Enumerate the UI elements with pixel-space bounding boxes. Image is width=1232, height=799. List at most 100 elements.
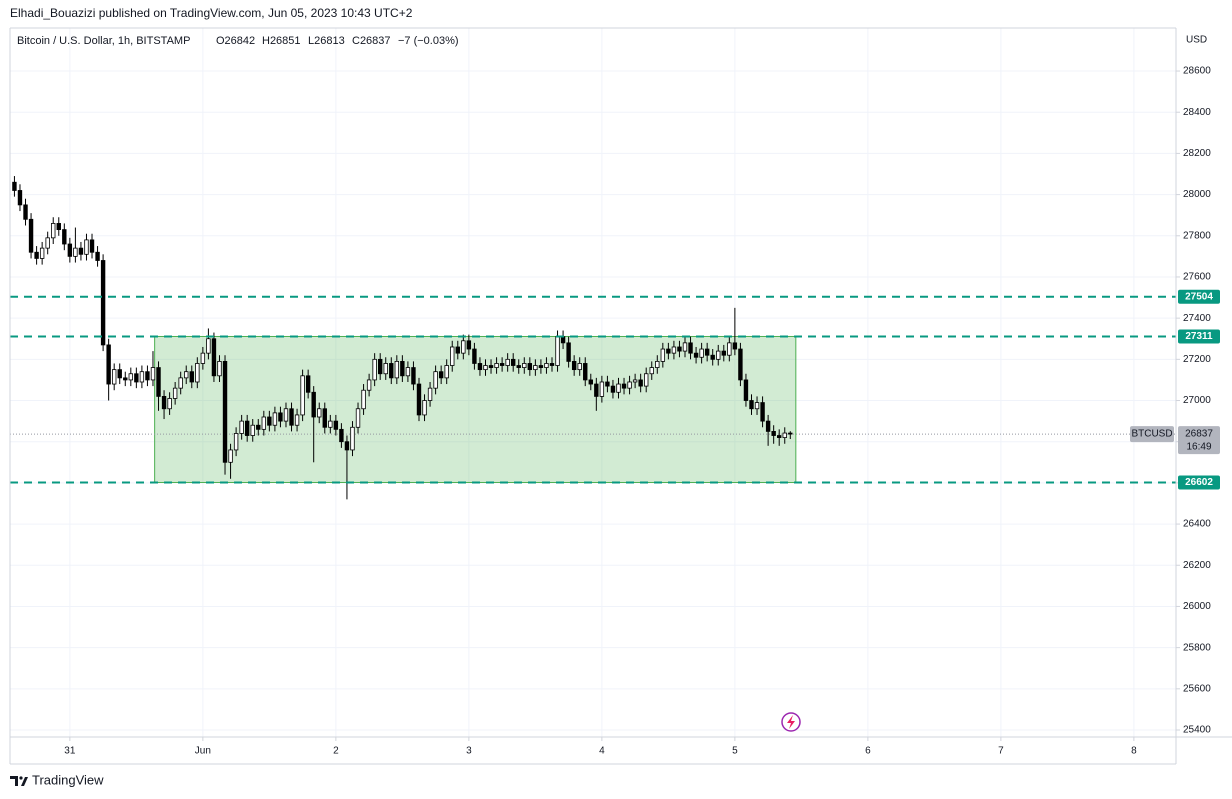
candle-body bbox=[544, 363, 549, 368]
x-tick-label: 31 bbox=[64, 746, 76, 757]
candle-body bbox=[455, 346, 460, 354]
legend-low: L26813 bbox=[308, 35, 345, 47]
candle-body bbox=[400, 360, 405, 377]
y-tick-label: 28000 bbox=[1183, 189, 1211, 200]
candle-body bbox=[782, 432, 787, 438]
candle-body bbox=[51, 223, 56, 239]
candle-body bbox=[172, 387, 178, 399]
x-tick-label: 7 bbox=[998, 746, 1004, 757]
x-tick-label: 6 bbox=[865, 746, 871, 757]
candle-body bbox=[372, 358, 377, 381]
price-tag-label: 26837 bbox=[1185, 429, 1213, 440]
alert-icon[interactable] bbox=[781, 712, 801, 732]
currency-label: USD bbox=[1186, 35, 1207, 46]
candle-body bbox=[560, 336, 566, 344]
candle-body bbox=[250, 424, 255, 436]
candle-body bbox=[244, 420, 250, 436]
plot bbox=[10, 176, 1176, 500]
candle-body bbox=[499, 363, 505, 366]
candle-body bbox=[45, 237, 50, 249]
candle-body bbox=[671, 346, 677, 354]
candle-body bbox=[311, 391, 316, 418]
y-tick-label: 25400 bbox=[1183, 725, 1211, 736]
tradingview-logo[interactable]: TradingView bbox=[10, 772, 104, 787]
candle-body bbox=[599, 381, 605, 397]
candle-body bbox=[256, 424, 261, 430]
candle-body bbox=[84, 239, 89, 255]
candle-body bbox=[328, 420, 333, 428]
candle-body bbox=[732, 342, 738, 350]
candle-body bbox=[583, 363, 588, 381]
candle-body bbox=[571, 360, 577, 371]
candle-body bbox=[549, 363, 555, 366]
candle-body bbox=[333, 420, 339, 430]
candle-body bbox=[145, 371, 150, 381]
candle-body bbox=[527, 363, 533, 371]
legend-change: −7 (−0.03%) bbox=[398, 35, 459, 47]
candle-body bbox=[472, 348, 477, 364]
candle-body bbox=[39, 247, 45, 259]
level-tag bbox=[1178, 289, 1220, 304]
candle-body bbox=[433, 371, 438, 389]
candle-body bbox=[283, 408, 289, 422]
legend-high: H26851 bbox=[262, 35, 301, 47]
candle-body bbox=[494, 363, 499, 368]
y-tick-label: 27800 bbox=[1183, 230, 1211, 241]
candle-body bbox=[605, 381, 610, 387]
candle-body bbox=[161, 395, 167, 410]
candle-body bbox=[134, 373, 139, 383]
candle-body bbox=[616, 383, 621, 393]
candle-body bbox=[23, 204, 28, 220]
candle-body bbox=[405, 367, 411, 377]
candle-body bbox=[488, 365, 494, 368]
candle-body bbox=[743, 379, 749, 401]
candle-body bbox=[34, 251, 39, 259]
level-tag-label: 26602 bbox=[1185, 477, 1213, 488]
candle-body bbox=[78, 247, 84, 255]
y-tick-label: 26000 bbox=[1183, 601, 1211, 612]
candle-body bbox=[339, 428, 344, 443]
level-tag-label: 27504 bbox=[1185, 291, 1213, 302]
candle-body bbox=[184, 371, 189, 379]
candle-body bbox=[721, 350, 726, 356]
candle-body bbox=[411, 367, 416, 385]
candle-body bbox=[111, 369, 117, 385]
candle-body bbox=[760, 402, 765, 422]
candle-body bbox=[67, 243, 73, 257]
candle-body bbox=[73, 247, 78, 257]
x-tick-label: 8 bbox=[1131, 746, 1137, 757]
candle-body bbox=[416, 383, 422, 416]
candle-body bbox=[510, 358, 516, 366]
candle-body bbox=[389, 363, 394, 379]
candle-body bbox=[189, 371, 194, 383]
candle-body bbox=[461, 340, 466, 354]
level-tag bbox=[1178, 329, 1220, 344]
candle-body bbox=[222, 360, 228, 463]
candle-body bbox=[317, 408, 322, 418]
candle-body bbox=[632, 379, 638, 383]
candle-body bbox=[206, 338, 211, 354]
candle-body bbox=[322, 408, 327, 428]
candle-body bbox=[355, 408, 361, 428]
candle-body bbox=[483, 365, 488, 371]
y-tick-label: 28200 bbox=[1183, 148, 1211, 159]
candle-body bbox=[100, 260, 106, 346]
candle-body bbox=[505, 358, 510, 366]
candle-body bbox=[716, 350, 721, 360]
candle-body bbox=[749, 400, 754, 410]
footer-brand: TradingView bbox=[32, 772, 104, 787]
candle-body bbox=[638, 379, 643, 387]
price-tag bbox=[1178, 426, 1220, 455]
candle-body bbox=[738, 348, 743, 381]
candle-body bbox=[217, 360, 222, 377]
candle-body bbox=[294, 414, 300, 426]
candle-body bbox=[117, 369, 122, 379]
candle-body bbox=[538, 365, 544, 368]
candle-body bbox=[699, 348, 704, 358]
publisher-line: Elhadi_Bouazizi published on TradingView… bbox=[10, 6, 413, 20]
x-tick-label: 2 bbox=[333, 746, 339, 757]
candle-body bbox=[289, 408, 294, 426]
y-tick-label: 26200 bbox=[1183, 560, 1211, 571]
y-tick-label: 25600 bbox=[1183, 683, 1211, 694]
